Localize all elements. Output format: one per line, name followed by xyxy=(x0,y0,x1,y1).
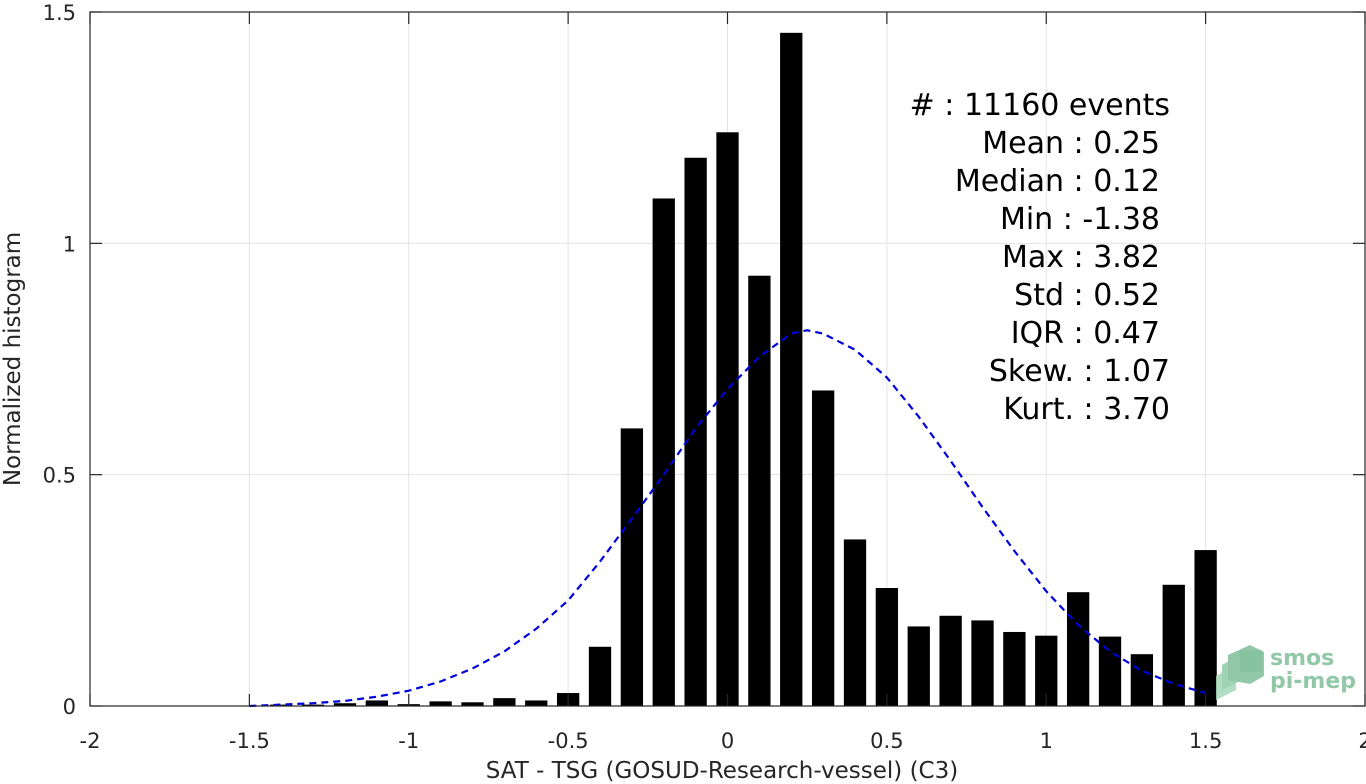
histogram-bar xyxy=(493,698,516,706)
stat-mean: Mean : 0.25 xyxy=(982,126,1160,161)
stat-count: # : 11160 events xyxy=(910,88,1170,123)
x-tick-label: 1.5 xyxy=(1189,729,1222,753)
histogram-bar xyxy=(1130,654,1154,706)
logo-text-pi-mep: pi-mep xyxy=(1270,669,1356,694)
histogram-bar xyxy=(907,626,930,706)
histogram-bar xyxy=(1098,636,1122,706)
y-tick-labels: 0 0.5 1 1.5 xyxy=(43,1,76,719)
histogram-bar xyxy=(652,198,675,707)
histogram-bar xyxy=(1035,635,1058,706)
stat-max: Max : 3.82 xyxy=(1002,240,1160,275)
histogram-bar xyxy=(365,700,389,706)
histogram-bar xyxy=(939,615,962,706)
histogram-bar xyxy=(1194,550,1217,706)
histogram-bar xyxy=(525,700,548,706)
y-tick-label: 1.5 xyxy=(43,1,76,25)
y-axis-title: Normalized histogram xyxy=(0,232,26,486)
histogram-bar xyxy=(429,701,452,706)
histogram-bar xyxy=(875,588,899,706)
logo-mark-icon xyxy=(1216,645,1264,700)
stat-min: Min : -1.38 xyxy=(1000,202,1160,237)
x-tick-label: -1.5 xyxy=(229,729,270,753)
stat-std: Std : 0.52 xyxy=(1014,278,1160,313)
histogram-bar xyxy=(780,32,803,706)
statistics-box: # : 11160 events Mean : 0.25 Median : 0.… xyxy=(910,88,1170,427)
logo-text-smos: smos xyxy=(1270,646,1334,671)
x-tick-label: -2 xyxy=(80,729,101,753)
x-tick-label: 1 xyxy=(1040,729,1053,753)
histogram-bar xyxy=(1162,584,1185,706)
x-tick-label: 2 xyxy=(1358,729,1366,753)
histogram-bar xyxy=(270,704,293,706)
histogram-bar xyxy=(716,132,739,706)
stat-kurt: Kurt. : 3.70 xyxy=(1003,392,1170,427)
smos-pi-mep-logo: smos pi-mep xyxy=(1216,645,1356,700)
histogram-bar xyxy=(811,390,835,706)
y-tick-label: 0 xyxy=(63,695,76,719)
stat-iqr: IQR : 0.47 xyxy=(1011,316,1160,351)
histogram-bar xyxy=(620,428,644,706)
histogram-bar xyxy=(843,539,867,706)
x-tick-label: 0.5 xyxy=(870,729,903,753)
histogram-bar xyxy=(461,702,484,706)
histogram-bar xyxy=(333,703,357,706)
stat-skew: Skew. : 1.07 xyxy=(989,354,1170,389)
histogram-bar xyxy=(588,646,612,706)
axis-ticks xyxy=(89,11,1366,707)
histogram-bar xyxy=(301,704,325,706)
x-tick-label: -0.5 xyxy=(548,729,589,753)
histogram-bar xyxy=(1066,592,1090,706)
stat-median: Median : 0.12 xyxy=(955,164,1160,199)
histogram-bar xyxy=(684,157,707,707)
x-axis-title: SAT - TSG (GOSUD-Research-vessel) (C3) xyxy=(486,758,958,784)
histogram-bar xyxy=(1003,631,1026,706)
x-tick-label: 0 xyxy=(721,729,734,753)
histogram-bar xyxy=(971,620,994,706)
y-tick-label: 0.5 xyxy=(43,464,76,488)
x-tick-labels: -2 -1.5 -1 -0.5 0 0.5 1 1.5 2 xyxy=(80,729,1366,753)
histogram-bars xyxy=(270,32,1217,707)
histogram-bar xyxy=(748,275,771,706)
y-tick-label: 1 xyxy=(63,232,76,256)
x-tick-label: -1 xyxy=(398,729,419,753)
